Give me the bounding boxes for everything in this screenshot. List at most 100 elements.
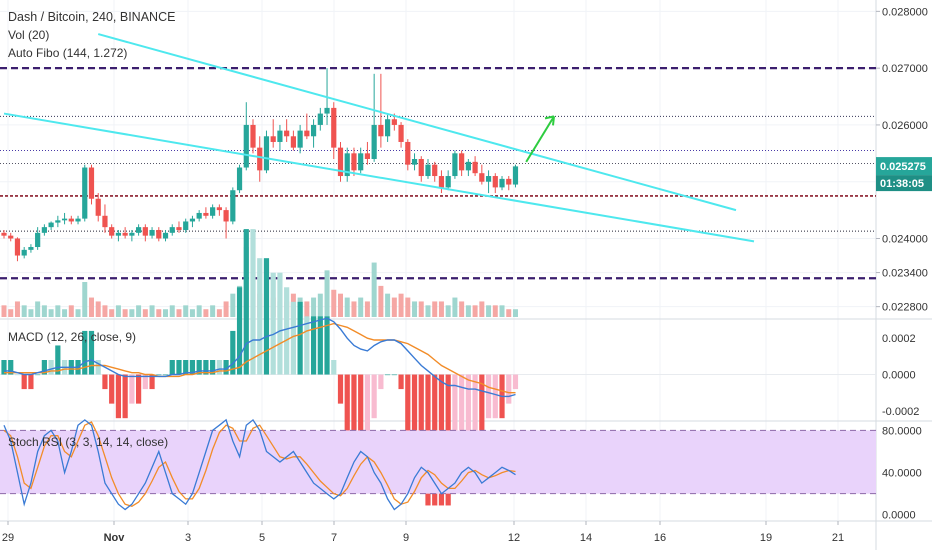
candle-body[interactable] [257,147,263,171]
upper-trend-line[interactable] [97,33,737,212]
candle-body[interactable] [156,229,162,239]
candle-body[interactable] [176,227,182,230]
candle-body[interactable] [216,207,222,211]
candle-body[interactable] [317,113,323,125]
candle-body[interactable] [169,227,175,233]
candle-body[interactable] [82,167,88,219]
candle-body[interactable] [223,210,229,222]
candle-body[interactable] [310,124,317,137]
candle-body[interactable] [405,141,411,165]
candle-body[interactable] [459,153,465,171]
candle-body[interactable] [411,159,418,165]
candle-body[interactable] [465,161,471,171]
candle-body[interactable] [506,178,512,185]
trend-lines[interactable] [3,33,755,243]
price-tick-label: 0.028000 [882,6,928,18]
stoch-rsi-indicator-label[interactable]: Stoch RSI (3, 3, 14, 14, close) [8,435,169,449]
candle-body[interactable] [250,124,256,148]
candle-body[interactable] [351,153,357,171]
candle-body[interactable] [297,130,303,148]
candle-body[interactable] [485,176,492,182]
auto-fibo-indicator-label[interactable]: Auto Fibo (144, 1.272) [8,46,128,60]
candle-body[interactable] [68,218,74,222]
candle-body[interactable] [149,229,155,236]
candle-body[interactable] [115,232,122,236]
candle-body[interactable] [129,232,135,236]
candle-body[interactable] [452,153,458,177]
time-tick-label: 14 [580,532,592,544]
candle-body[interactable] [512,166,519,185]
candle-body[interactable] [479,173,485,182]
stoch-k-line[interactable] [3,418,516,511]
candle-body[interactable] [162,232,169,239]
candle-body[interactable] [385,119,391,137]
candle-body[interactable] [243,124,249,168]
candle-body[interactable] [14,238,21,256]
candle-body[interactable] [398,124,404,142]
macd-signal-line[interactable] [4,322,516,394]
candle-body[interactable] [75,218,81,222]
candle-body[interactable] [203,212,209,216]
candle-body[interactable] [55,220,61,223]
candle-body[interactable] [438,176,445,188]
candle-body[interactable] [371,124,377,159]
candle-body[interactable] [391,119,397,125]
candle-body[interactable] [21,249,27,256]
candle-body[interactable] [432,164,438,177]
candle-body[interactable] [236,167,243,191]
candle-body[interactable] [344,153,350,177]
candle-body[interactable] [95,198,101,216]
candle-body[interactable] [270,136,276,142]
candle-body[interactable] [183,221,189,230]
candle-body[interactable] [8,235,14,239]
candle-body[interactable] [230,190,236,222]
candle-body[interactable] [284,130,290,137]
candle-body[interactable] [499,178,505,188]
candle-body[interactable] [337,147,344,177]
candle-body[interactable] [102,215,108,228]
candle-body[interactable] [418,159,424,177]
candle-body[interactable] [425,164,431,177]
candle-body[interactable] [445,176,451,188]
candle-body[interactable] [378,124,384,137]
candle-body[interactable] [61,218,68,221]
candle-body[interactable] [1,232,7,236]
candle-body[interactable] [35,232,41,248]
projection-arrow[interactable] [525,115,555,163]
last-price-badge[interactable] [876,157,932,176]
candle-body[interactable] [472,161,478,174]
candle-body[interactable] [109,227,115,236]
candle-body[interactable] [210,207,216,216]
lower-trend-line[interactable] [3,112,755,243]
candle-body[interactable] [263,136,270,171]
candle-body[interactable] [324,107,330,114]
candle-body[interactable] [28,247,34,250]
candle-body[interactable] [48,222,54,228]
candle-body[interactable] [88,167,95,199]
macd-histogram-bar [35,374,41,376]
candle-body[interactable] [358,153,364,171]
volume-indicator-label[interactable]: Vol (20) [8,28,50,42]
candle-body[interactable] [331,107,337,148]
candle-body[interactable] [364,153,371,159]
volume-bar [465,305,471,317]
candles[interactable] [1,68,519,262]
stoch-rsi-panel[interactable] [0,418,876,511]
candle-body[interactable] [304,130,310,137]
candle-body[interactable] [41,227,47,233]
macd-indicator-label[interactable]: MACD (12, 26, close, 9) [8,330,137,344]
price-tick-label: 0.026000 [882,120,928,132]
candle-body[interactable] [492,176,498,188]
candle-body[interactable] [136,227,142,233]
candle-body[interactable] [290,136,296,148]
price-tick-label: 0.024000 [882,234,928,246]
candle-body[interactable] [196,212,202,219]
candle-body[interactable] [122,232,128,236]
candle-body[interactable] [142,227,148,236]
volume-bar [169,305,175,317]
candle-body[interactable] [189,218,196,222]
macd-line[interactable] [4,317,516,398]
candle-body[interactable] [277,130,283,142]
